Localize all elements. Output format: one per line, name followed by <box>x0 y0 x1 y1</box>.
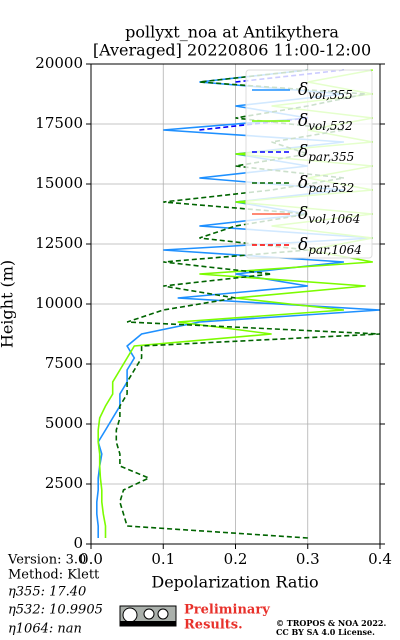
y-tick-label: 7500 <box>45 354 83 372</box>
chart-title: pollyxt_noa at Antikythera <box>125 23 339 42</box>
legend-label: δvol,1064 <box>298 204 360 226</box>
copyright: © TROPOS & NOA 2022. <box>276 618 386 628</box>
eta532: η532: 10.9905 <box>8 603 103 618</box>
cc-strip <box>120 621 176 626</box>
chart-subtitle: [Averaged] 20220806 11:00-12:00 <box>93 41 371 60</box>
legend-label: δvol,532 <box>298 111 353 133</box>
y-tick-label: 15000 <box>35 174 83 192</box>
method: Method: Klett <box>8 568 100 583</box>
x-tick-label: 0.4 <box>368 550 392 568</box>
y-tick-label: 10000 <box>35 294 83 312</box>
x-tick-label: 0.3 <box>296 550 320 568</box>
x-tick-label: 0.1 <box>151 550 175 568</box>
legend-label: δpar,1064 <box>298 235 362 257</box>
results: Results. <box>184 618 243 633</box>
footer: Version: 3.0 Method: Klett η355: 17.40 η… <box>7 553 386 638</box>
legend-box <box>245 69 373 259</box>
x-tick-label: 0.2 <box>224 550 248 568</box>
x-tick-label: 0.0 <box>79 550 103 568</box>
y-tick-label: 12500 <box>35 234 83 252</box>
eta1064: η1064: nan <box>8 622 82 637</box>
y-tick-label: 17500 <box>35 114 83 132</box>
y-tick-label: 0 <box>73 534 83 552</box>
version: Version: 3.0 <box>7 553 86 568</box>
legend: δvol,355 δvol,532 δpar,355 δpar,532 δvol,106… <box>245 69 373 259</box>
cc-icon <box>122 607 138 623</box>
y-tick-label: 5000 <box>45 414 83 432</box>
legend-label: δpar,532 <box>298 173 354 195</box>
sa-icon <box>157 608 169 620</box>
by-icon <box>143 608 155 620</box>
legend-label: δvol,355 <box>298 80 353 102</box>
legend-label: δpar,355 <box>298 142 354 164</box>
license: CC BY SA 4.0 License. <box>276 627 375 637</box>
y-tick-label: 2500 <box>45 474 83 492</box>
x-axis-label: Depolarization Ratio <box>151 573 318 592</box>
y-tick-label: 20000 <box>35 54 83 72</box>
y-axis-label: Height (m) <box>0 260 17 348</box>
eta355: η355: 17.40 <box>8 585 86 600</box>
preliminary: Preliminary <box>184 603 270 618</box>
